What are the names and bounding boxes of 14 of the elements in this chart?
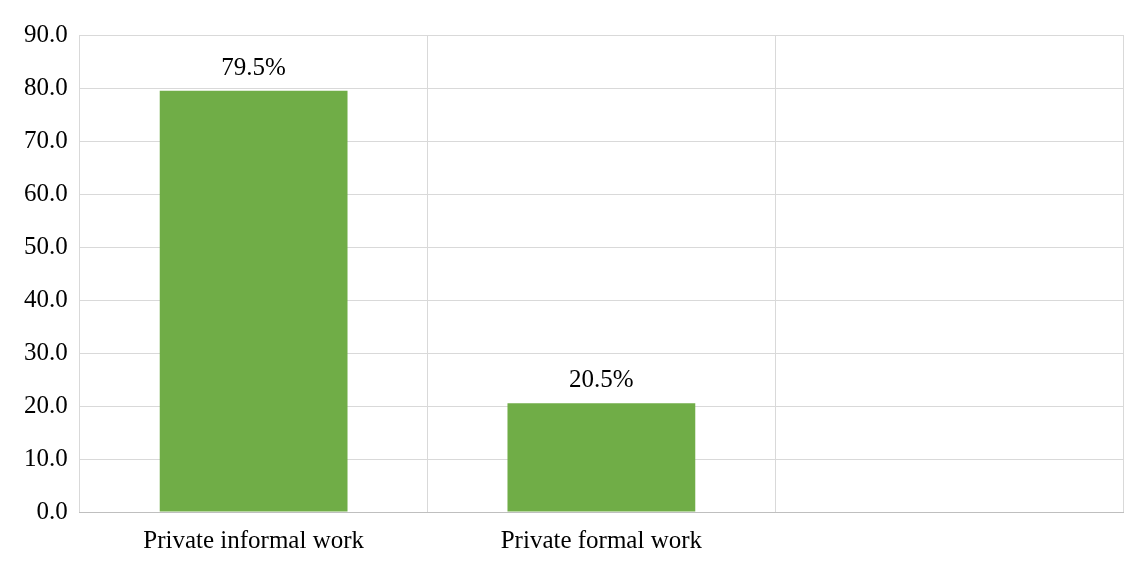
y-tick-label: 60.0 (24, 178, 68, 206)
data-label: 20.5% (569, 365, 634, 393)
y-tick-label: 20.0 (24, 390, 68, 418)
y-tick-label: 50.0 (24, 231, 68, 259)
y-tick-label: 0.0 (36, 496, 68, 524)
data-label: 79.5% (221, 52, 286, 80)
y-tick-label: 90.0 (24, 19, 68, 47)
y-tick-label: 10.0 (24, 443, 68, 471)
x-tick-label: Private formal work (500, 525, 703, 553)
x-tick-label: Private informal work (143, 525, 365, 553)
y-tick-label: 70.0 (24, 125, 68, 153)
y-tick-label: 80.0 (24, 72, 68, 100)
y-tick-label: 40.0 (24, 284, 68, 312)
y-tick-label: 30.0 (24, 337, 68, 365)
